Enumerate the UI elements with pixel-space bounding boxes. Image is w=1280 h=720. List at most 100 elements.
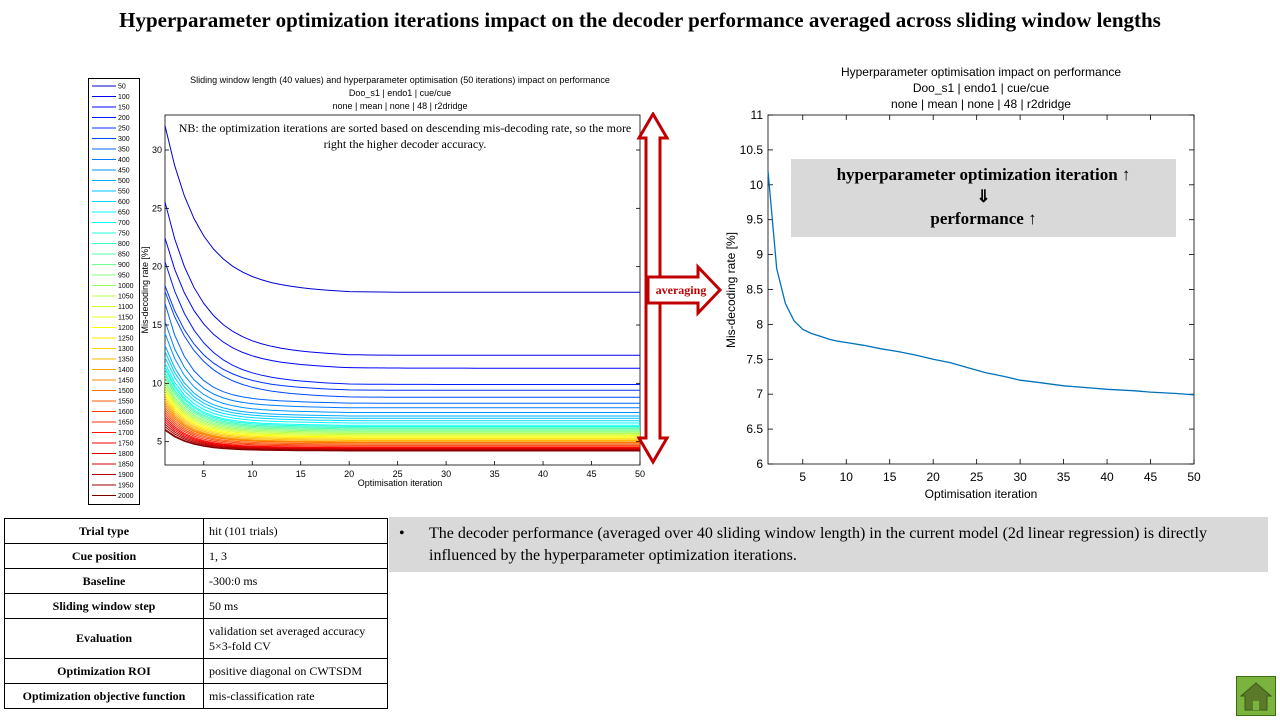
right-x-tick-label: 20 [927, 470, 941, 484]
left-series-line [164, 363, 640, 424]
param-value: 1, 3 [203, 543, 388, 569]
param-key: Baseline [4, 568, 204, 594]
legend-label: 1200 [118, 325, 134, 332]
table-row: Evaluation validation set averaged accura… [4, 618, 388, 659]
right-x-tick-label: 10 [840, 470, 854, 484]
right-y-tick-label: 8 [756, 317, 763, 331]
left-series-line [164, 414, 640, 447]
param-value: 50 ms [203, 593, 388, 619]
right-chart-title: Hyperparameter optimisation impact on pe… [841, 65, 1121, 79]
legend-label: 550 [118, 189, 130, 196]
legend-label: 100 [118, 94, 130, 101]
param-key: Optimization objective function [4, 683, 204, 709]
param-value: -300:0 ms [203, 568, 388, 594]
left-y-tick-label: 25 [152, 203, 162, 213]
legend-label: 600 [118, 199, 130, 206]
right-arrow-icon [646, 263, 723, 317]
left-series-line [164, 321, 640, 409]
left-series-line [164, 377, 640, 431]
left-series-line [164, 381, 640, 432]
left-x-tick-label: 40 [538, 469, 548, 479]
left-y-tick-label: 5 [157, 437, 162, 447]
legend-label: 1850 [118, 462, 134, 469]
left-series-line [164, 428, 640, 451]
param-key: Cue position [4, 543, 204, 569]
left-plot-area [164, 114, 641, 466]
left-series-line [164, 125, 640, 293]
legend-label: 1900 [118, 472, 134, 479]
table-row: Optimization ROI positive diagonal on CWT… [4, 658, 388, 684]
averaging-arrows: averaging [636, 112, 723, 465]
left-x-tick-label: 15 [296, 469, 306, 479]
left-x-tick-label: 5 [201, 469, 206, 479]
callout-arrow: ⇓ [976, 187, 991, 206]
legend-label: 350 [118, 147, 130, 154]
left-chart-note: NB: the optimization iterations are sort… [178, 121, 632, 151]
left-x-tick-label: 50 [635, 469, 645, 479]
legend-label: 950 [118, 273, 130, 280]
left-series-line [164, 400, 640, 441]
param-value: validation set averaged accuracy 5×3-fol… [203, 618, 388, 659]
left-series-line [164, 404, 640, 443]
page-title: Hyperparameter optimization iterations i… [119, 8, 1161, 32]
legend-label: 1550 [118, 399, 134, 406]
left-axes: 5 10 15 20 25 30 35 40 45 50 5 10 15 20 25 30 [152, 145, 645, 479]
legend-label: 300 [118, 136, 130, 143]
right-y-tick-label: 7 [756, 387, 763, 401]
legend-label: 1450 [118, 378, 134, 385]
legend-label: 1300 [118, 346, 134, 353]
legend-label: 1500 [118, 388, 134, 395]
legend-label: 750 [118, 231, 130, 238]
param-key: Optimization ROI [4, 658, 204, 684]
legend-label: 400 [118, 157, 130, 164]
sliding-window-chart: Sliding window length (40 values) and hy… [140, 75, 645, 488]
callout-line-3: performance ↑ [930, 209, 1037, 228]
left-series-line [164, 429, 640, 452]
table-row: Optimization objective function mis-class… [4, 683, 388, 709]
left-series-line [164, 372, 640, 429]
left-series-line [164, 345, 640, 417]
right-y-tick-label: 10 [750, 178, 764, 192]
legend-label: 650 [118, 210, 130, 217]
left-series-line [164, 411, 640, 446]
left-series-line [164, 357, 640, 422]
right-x-tick-label: 15 [883, 470, 897, 484]
left-series-line [164, 407, 640, 444]
right-x-tick-label: 5 [799, 470, 806, 484]
left-series-lines [164, 125, 640, 452]
legend-label: 1400 [118, 367, 134, 374]
left-series-line [164, 261, 640, 385]
left-y-label: Mis-decoding rate [%] [140, 246, 150, 333]
left-series-line [164, 383, 640, 433]
home-button[interactable] [1236, 676, 1276, 716]
right-y-tick-label: 11 [751, 108, 764, 122]
left-series-line [164, 397, 640, 440]
left-series-line [164, 423, 640, 450]
legend: 50 100 150 200 250 300 350 400 450 500 550 600 650 70… [88, 78, 140, 505]
left-series-line [164, 416, 640, 448]
legend-label: 50 [118, 84, 126, 91]
summary-text: The decoder performance (averaged over 4… [429, 525, 1207, 564]
left-chart-subtitle-2: none | mean | none | 48 | r2dridge [333, 101, 468, 111]
left-series-line [164, 285, 640, 391]
legend-label: 150 [118, 105, 130, 112]
left-series-line [164, 419, 640, 449]
right-y-tick-label: 6.5 [746, 422, 763, 436]
legend-label: 1250 [118, 336, 134, 343]
right-x-tick-label: 35 [1057, 470, 1071, 484]
param-value: mis-classification rate [203, 683, 388, 709]
legend-label: 1800 [118, 451, 134, 458]
legend-label: 450 [118, 168, 130, 175]
averaging-label: averaging [656, 283, 707, 297]
right-y-tick-label: 9.5 [746, 213, 763, 227]
home-icon [1239, 682, 1273, 711]
right-y-label: Mis-decoding rate [%] [724, 232, 738, 348]
bullet-icon: • [399, 525, 405, 542]
legend-label: 1700 [118, 430, 134, 437]
left-x-tick-label: 30 [441, 469, 451, 479]
left-series-line [164, 409, 640, 445]
legend-label: 700 [118, 220, 130, 227]
callout-line-1: hyperparameter optimization iteration ↑ [836, 165, 1131, 184]
parameters-table: Trial type hit (101 trials) Cue position 1… [4, 518, 388, 709]
table-row: Sliding window step 50 ms [4, 593, 388, 619]
